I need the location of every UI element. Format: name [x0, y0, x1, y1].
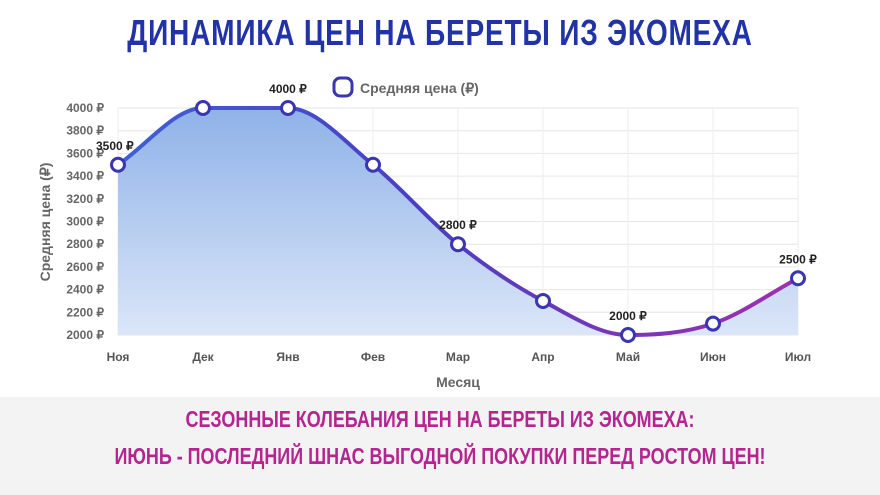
x-tick-label: Фев — [361, 350, 385, 364]
y-tick-label: 2000 ₽ — [66, 328, 104, 342]
data-markers — [110, 100, 806, 343]
data-point — [195, 100, 211, 116]
y-tick-label: 2600 ₽ — [66, 260, 104, 274]
data-point — [790, 270, 806, 287]
x-tick-label: Июл — [785, 350, 811, 364]
footer-line-1: СЕЗОННЫЕ КОЛЕБАНИЯ ЦЕН НА БЕРЕТЫ ИЗ ЭКОМ… — [185, 406, 695, 432]
data-point — [450, 236, 466, 253]
legend[interactable]: Средняя цена (₽) — [332, 76, 479, 98]
x-tick-label: Янв — [276, 350, 299, 364]
y-tick-label: 2400 ₽ — [66, 283, 104, 297]
data-label: 2000 ₽ — [609, 309, 647, 323]
y-tick-label: 3600 ₽ — [66, 146, 104, 160]
y-axis-ticks: 2000 ₽ 2200 ₽ 2400 ₽ 2600 ₽ 2800 ₽ 3000 ₽ 3200… — [66, 101, 104, 342]
x-axis-ticks: Ноя Дек Янв Фев Мар Апр Май Июн Июл — [107, 350, 812, 364]
y-tick-label: 2200 ₽ — [66, 305, 104, 319]
y-axis-title: Средняя цена (₽) — [37, 163, 53, 282]
y-tick-label: 3000 ₽ — [66, 215, 104, 229]
x-tick-label: Апр — [531, 350, 554, 364]
data-label: 4000 ₽ — [269, 82, 307, 96]
footer-line-2: ИЮНЬ - ПОСЛЕДНИЙ ШНАС ВЫГОДНОЙ ПОКУПКИ П… — [114, 443, 766, 469]
x-axis-title: Месяц — [436, 374, 480, 390]
price-line-chart: 2000 ₽ 2200 ₽ 2400 ₽ 2600 ₽ 2800 ₽ 3000 ₽ 3200… — [37, 76, 817, 390]
data-label: 2800 ₽ — [439, 218, 477, 232]
data-label: 3500 ₽ — [96, 139, 134, 153]
data-point — [535, 292, 551, 309]
y-tick-label: 4000 ₽ — [66, 101, 104, 115]
y-tick-label: 3800 ₽ — [66, 124, 104, 138]
data-point — [110, 156, 126, 173]
data-point — [280, 100, 296, 116]
legend-swatch — [332, 76, 354, 98]
x-tick-label: Май — [616, 350, 640, 364]
area-fill — [118, 108, 798, 335]
y-tick-label: 3200 ₽ — [66, 192, 104, 206]
data-labels: 3500 ₽ 4000 ₽ 2800 ₽ 2000 ₽ 2500 ₽ — [96, 82, 817, 323]
footer-banner: СЕЗОННЫЕ КОЛЕБАНИЯ ЦЕН НА БЕРЕТЫ ИЗ ЭКОМ… — [0, 397, 880, 495]
data-point — [365, 156, 381, 173]
x-tick-label: Ноя — [107, 350, 130, 364]
x-tick-label: Мар — [446, 350, 470, 364]
x-tick-label: Июн — [700, 350, 726, 364]
legend-label: Средняя цена (₽) — [360, 80, 479, 96]
y-tick-label: 2800 ₽ — [66, 237, 104, 251]
data-label: 2500 ₽ — [779, 252, 817, 266]
data-point — [620, 327, 636, 343]
page-title: ДИНАМИКА ЦЕН НА БЕРЕТЫ ИЗ ЭКОМЕХА — [127, 12, 753, 53]
y-tick-label: 3400 ₽ — [66, 169, 104, 183]
data-point — [705, 315, 721, 332]
x-tick-label: Дек — [192, 350, 214, 364]
